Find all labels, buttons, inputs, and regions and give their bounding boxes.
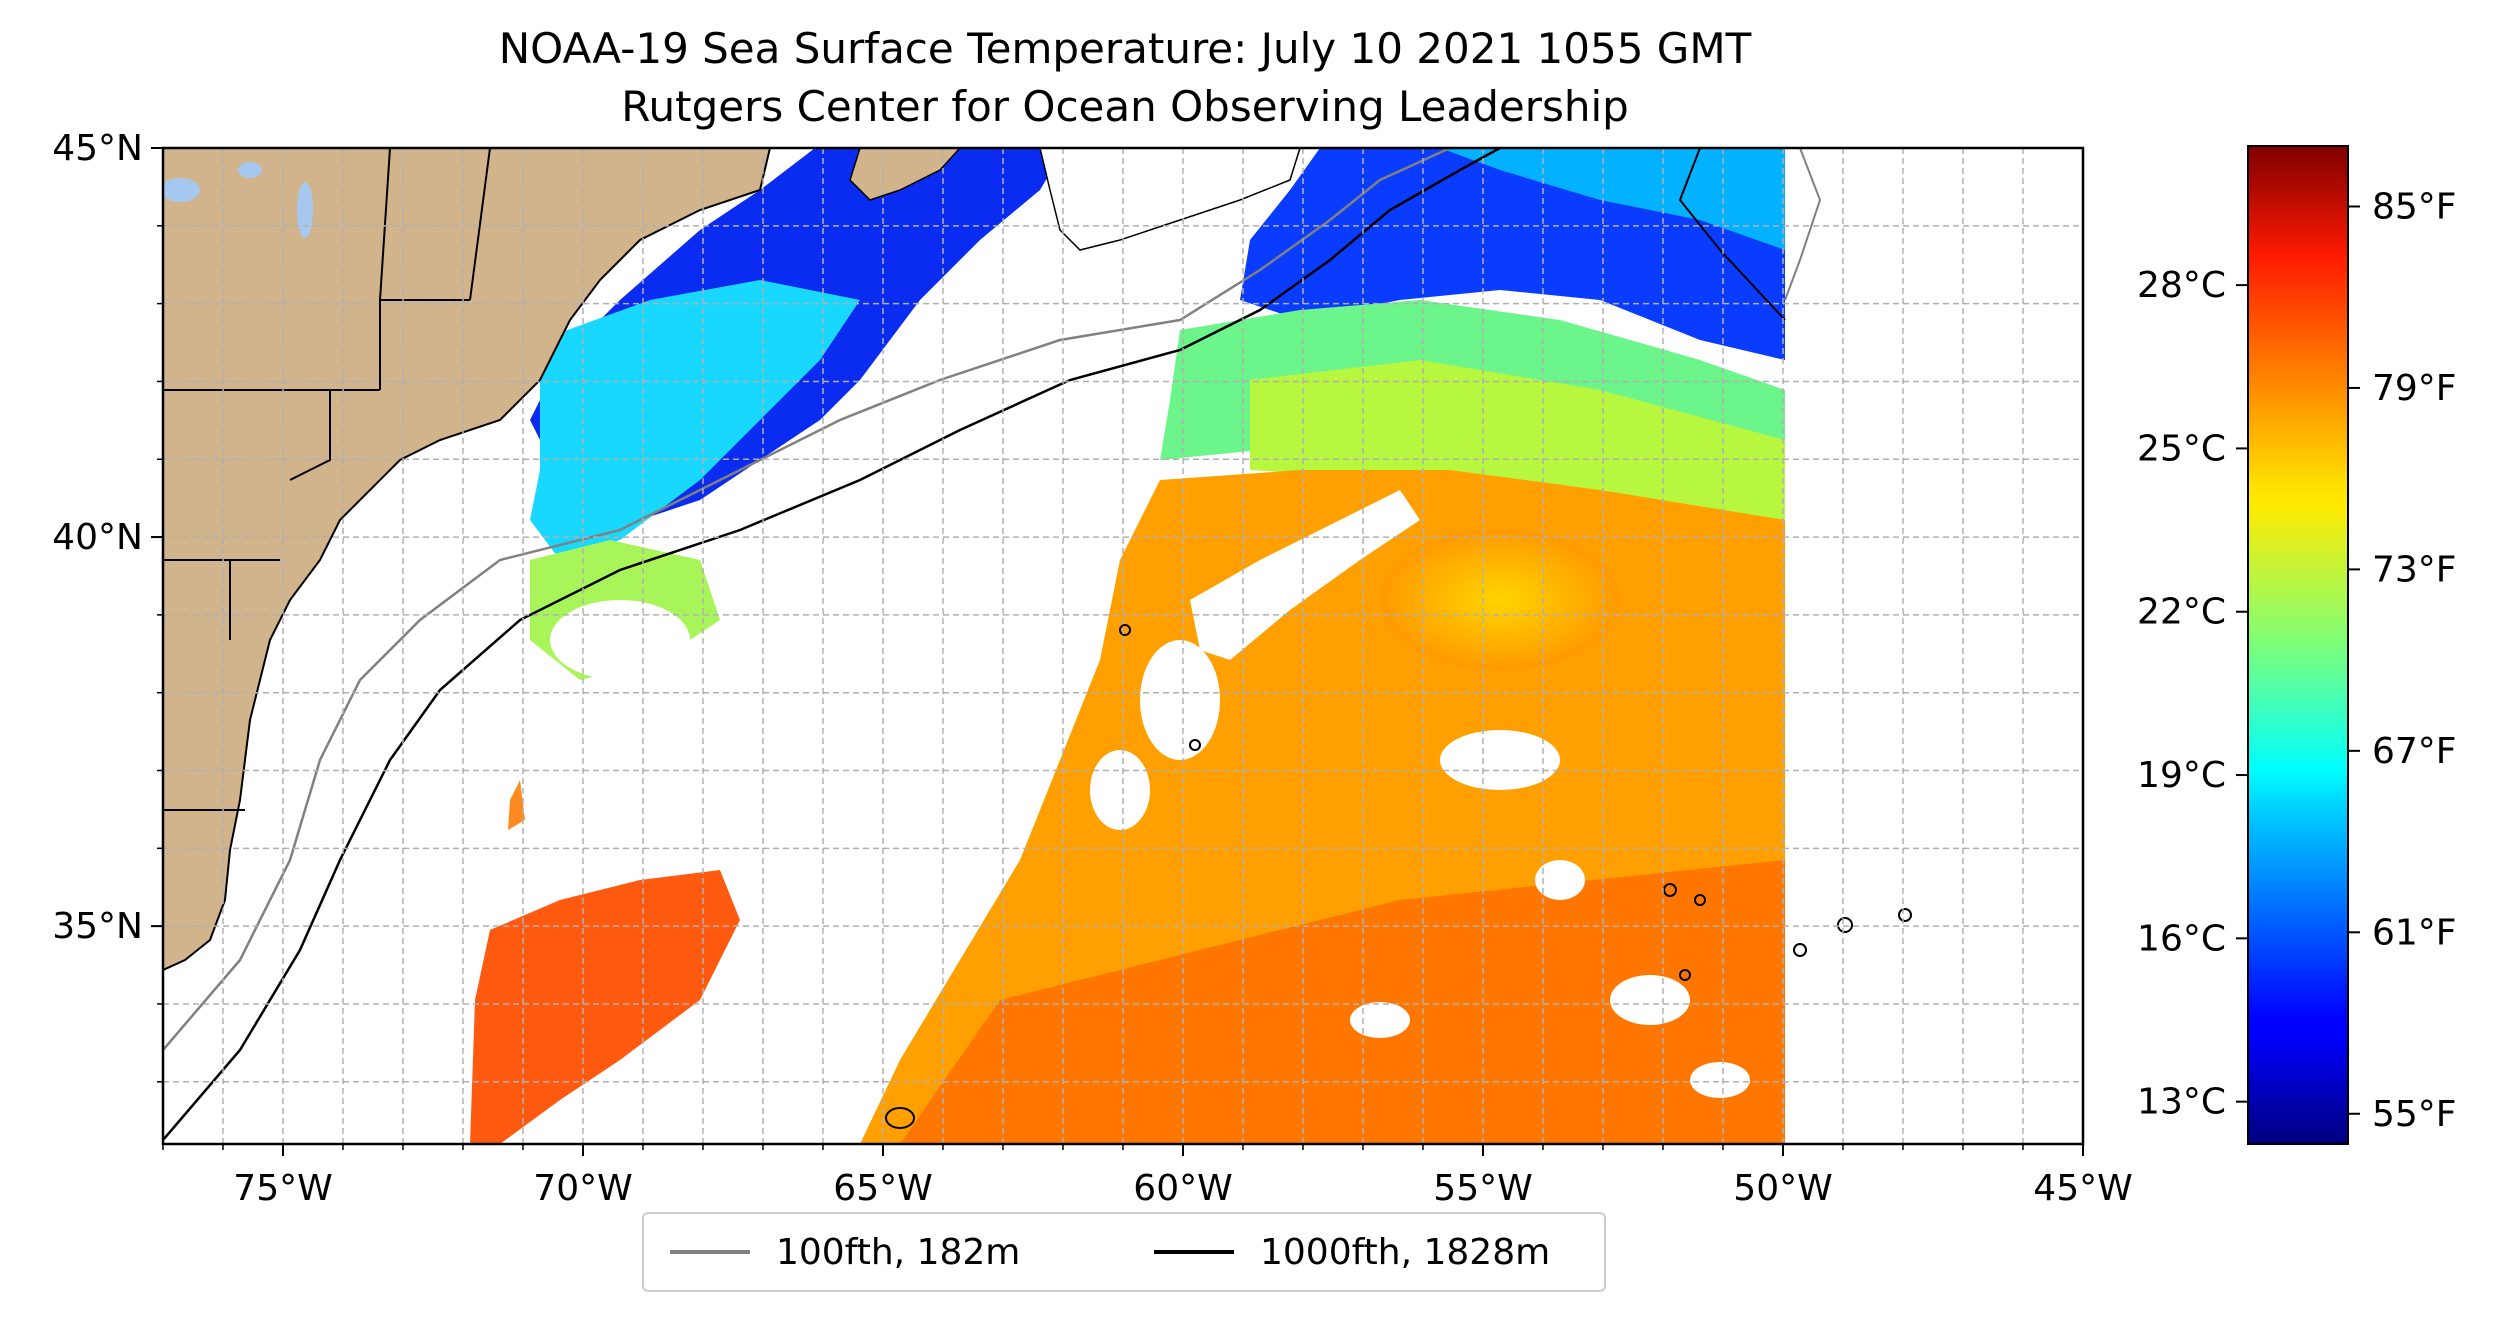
colorbar-c-label: 22°C xyxy=(2137,592,2226,633)
gridlines xyxy=(162,147,2084,1144)
legend-item-1000fth: 1000fth, 1828m xyxy=(1154,1214,1550,1290)
colorbar-gradient xyxy=(2247,145,2349,1145)
legend-label-1000fth: 1000fth, 1828m xyxy=(1260,1231,1551,1273)
nova-scotia-coast xyxy=(1039,148,1301,251)
colorbar-fahrenheit-axis: 85°F 79°F 73°F 67°F 61°F 55°F xyxy=(2348,186,2457,1135)
colorbar-f-label: 79°F xyxy=(2372,368,2457,409)
colorbar-c-label: 19°C xyxy=(2137,755,2226,796)
colorbar-f-label: 67°F xyxy=(2372,731,2457,772)
isobath-100fth xyxy=(163,148,1451,1051)
x-tick-label: 60°W xyxy=(1133,1168,1232,1209)
colorbar-f-label: 85°F xyxy=(2372,186,2457,227)
sst-transition-zone-2 xyxy=(1250,360,1785,520)
maine-coast xyxy=(849,148,962,201)
legend-swatch-1000fth xyxy=(1154,1250,1234,1254)
colorbar-f-label: 55°F xyxy=(2372,1094,2457,1135)
x-tick-label: 75°W xyxy=(233,1168,332,1209)
colorbar-c-label: 28°C xyxy=(2137,265,2226,306)
colorbar-f-label: 61°F xyxy=(2372,912,2457,953)
lakes xyxy=(163,162,313,238)
colorbar-c-label: 25°C xyxy=(2137,428,2226,469)
colorbar-c-label: 13°C xyxy=(2137,1082,2226,1123)
legend-swatch-100fth xyxy=(670,1250,750,1254)
colorbar-c-label: 16°C xyxy=(2137,918,2226,959)
map-title: NOAA-19 Sea Surface Temperature: July 10… xyxy=(498,24,1752,73)
x-tick-label: 55°W xyxy=(1433,1168,1532,1209)
y-axis: 45°N 40°N 35°N xyxy=(52,128,163,1083)
sst-southwest-patch xyxy=(470,870,740,1144)
y-tick-label: 45°N xyxy=(52,128,143,169)
x-axis: 75°W 70°W 65°W 60°W 55°W 50°W 45°W xyxy=(162,1144,2133,1209)
legend: 100fth, 182m 1000fth, 1828m xyxy=(642,1212,1606,1292)
legend-label-100fth: 100fth, 182m xyxy=(776,1231,1021,1273)
state-borders xyxy=(163,148,491,811)
isobath-1000fth xyxy=(163,148,1501,1141)
colorbar-celsius-axis: 28°C 25°C 22°C 19°C 16°C 13°C xyxy=(2137,265,2248,1123)
x-tick-label: 65°W xyxy=(833,1168,932,1209)
y-tick-label: 40°N xyxy=(52,517,143,558)
colorbar: 28°C 25°C 22°C 19°C 16°C 13°C 85°F 79°F 73°F 67°… xyxy=(2137,145,2457,1145)
map-subtitle: Rutgers Center for Ocean Observing Leade… xyxy=(621,82,1629,131)
seamount-contours xyxy=(885,624,1912,1129)
x-tick-label: 45°W xyxy=(2033,1168,2132,1209)
y-tick-label: 35°N xyxy=(52,906,143,947)
colorbar-f-label: 73°F xyxy=(2372,549,2457,590)
sst-warm-eddy xyxy=(1380,530,1620,670)
x-tick-label: 70°W xyxy=(533,1168,632,1209)
land-mass xyxy=(163,148,772,972)
sst-field xyxy=(470,148,1785,1144)
legend-item-100fth: 100fth, 182m xyxy=(670,1214,1020,1290)
map-plot-area xyxy=(163,148,2083,1144)
x-tick-label: 50°W xyxy=(1733,1168,1832,1209)
sst-shelf-water xyxy=(530,280,860,560)
sst-hot-region xyxy=(900,860,1785,1144)
sst-cool-patch xyxy=(1440,148,1785,250)
